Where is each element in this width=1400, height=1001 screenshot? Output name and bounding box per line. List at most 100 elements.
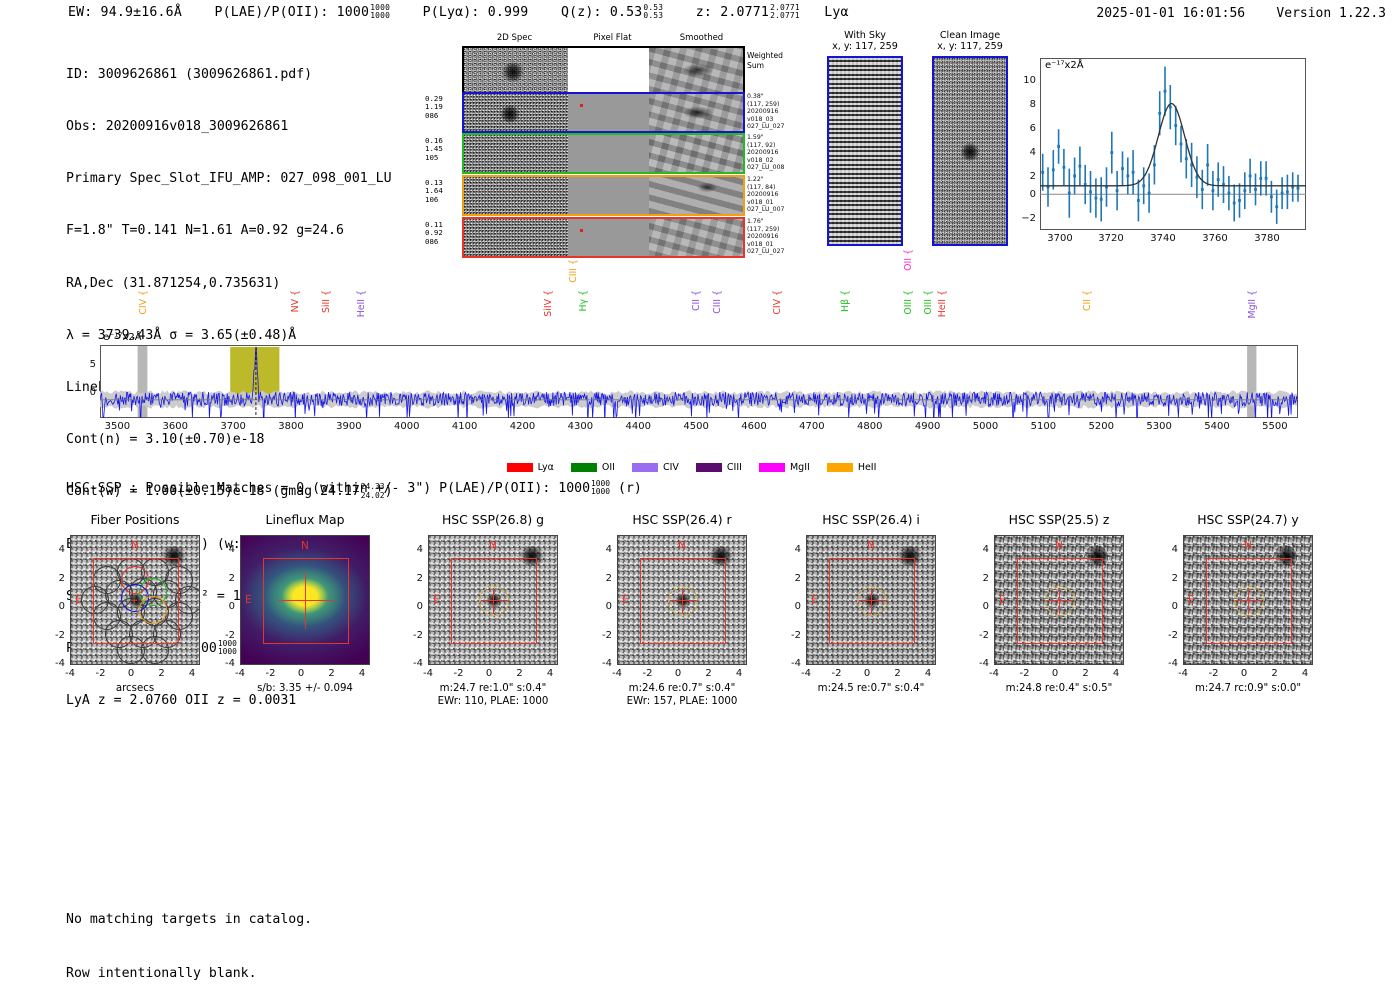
cutout-2-ytick-0: 4 <box>416 544 423 555</box>
cutout-1-ytick-4: -4 <box>225 658 235 669</box>
field-galaxy <box>161 546 187 566</box>
header-plya: P(Lyα): 0.999 <box>422 5 529 21</box>
emission-label-civ-0: CIV { <box>138 290 150 315</box>
cutout-5-ytick-3: -2 <box>979 629 989 641</box>
lf-ytick-4: 4 <box>1029 147 1036 158</box>
legend-item-ciii: CIII <box>695 462 742 473</box>
orientation-east: E <box>1188 594 1195 606</box>
header-plae-label: P(LAE)/P(OII): 1000 <box>214 5 370 21</box>
cutout-3-xtick-3: 2 <box>705 668 712 679</box>
info-lambda-sigma: λ = 3739.43Å σ = 3.65(±0.48)Å <box>66 327 297 343</box>
fs-xtick-4900: 4900 <box>914 421 941 432</box>
fs-xtick-4800: 4800 <box>856 421 883 432</box>
emission-label-heii-14: HeII { <box>937 290 949 318</box>
hsc-plae-fraction: 1000 1000 <box>591 479 611 497</box>
cutout-0-ytick-0: 4 <box>58 544 65 555</box>
strip-left-labels-3: 0.13 1.64 106 <box>425 178 443 204</box>
cutout-image-0[interactable]: + N E <box>70 535 200 665</box>
cutout-0-xtick-1: -2 <box>95 668 106 679</box>
fs-ytick-0: 0 <box>89 387 96 398</box>
footer-line-1: No matching targets in catalog. <box>66 912 313 927</box>
version-text: Version 1.22.3 <box>1276 6 1386 21</box>
legend-label-oii: OII <box>601 462 615 473</box>
cutout-1-ytick-1: 2 <box>228 572 235 584</box>
neighbor-aperture <box>1083 544 1109 570</box>
legend-item-heii: HeII <box>826 462 877 473</box>
cutout-6-xtick-3: 2 <box>1271 668 1278 679</box>
lineflux-map-image <box>241 536 369 664</box>
emission-label-ciii-5: CIII { <box>568 259 580 283</box>
cutout-3-ytick-2: 0 <box>605 601 612 612</box>
with-sky-title: With Sky <box>844 30 886 41</box>
cutout-3-ytick-4: -4 <box>602 658 612 669</box>
fs-ytick-5: 5 <box>89 359 96 370</box>
line-fit-plot: e⁻¹⁷x2Å 10 8 6 4 2 0 −2 3700 3720 3740 3… <box>1021 58 1306 244</box>
aperture-box <box>640 558 726 644</box>
legend-swatch-oii <box>570 463 597 472</box>
strip-left-labels-1: 0.29 1.19 086 <box>425 94 443 120</box>
cutout-2-xtick-0: -4 <box>423 668 433 679</box>
clean-image-title: Clean Image <box>939 30 1001 41</box>
fs-xtick-3700: 3700 <box>220 421 246 432</box>
line-fit-ylabel: e⁻¹⁷x2Å <box>1045 60 1084 71</box>
cutout-5-xtick-0: -4 <box>989 668 999 679</box>
neighbor-aperture <box>1272 544 1298 570</box>
cutout-caption-3: m:24.6 re:0.7" s:0.4" <box>628 683 736 694</box>
emission-label-mgii-16: MgII { <box>1246 290 1258 319</box>
cutout-1-xtick-0: -4 <box>235 668 245 679</box>
header-summary-line: EW: 94.9±16.6Å P(LAE)/P(OII): 10001000 10… <box>68 3 849 21</box>
cutout-0-ytick-2: 0 <box>58 601 65 612</box>
lf-xtick-3720: 3720 <box>1098 233 1124 244</box>
field-galaxy <box>897 546 923 566</box>
cutout-3-ytick-1: 2 <box>605 572 612 584</box>
cutout-caption-1: s/b: 3.35 +/- 0.094 <box>257 683 353 694</box>
cutout-3-xtick-1: -2 <box>642 668 653 679</box>
info-obs: Obs: 20200916v018_3009626861 <box>66 119 289 135</box>
lf-ytick-10: 10 <box>1023 75 1036 86</box>
info-id: ID: 3009626861 (3009626861.pdf) <box>66 66 313 82</box>
cutout-0-ytick-4: -4 <box>55 658 65 669</box>
fs-xtick-5400: 5400 <box>1204 421 1230 432</box>
cutout-caption-6: m:24.7 rc:0.9" s:0.0" <box>1194 683 1302 694</box>
cutout-4-ytick-4: -4 <box>791 658 801 669</box>
emission-label-ciii-8: CIII { <box>711 290 723 314</box>
legend-swatch-mgii <box>758 463 785 472</box>
legend-label-civ: CIV <box>662 462 679 473</box>
header-line-id: Lyα <box>824 5 849 21</box>
aperture-box <box>93 558 179 644</box>
field-galaxy <box>708 546 734 566</box>
orientation-east: E <box>999 594 1006 606</box>
info-radec: RA,Dec (31.871254,0.735631) <box>66 275 281 291</box>
weighted-sum-label-1: Weighted <box>747 51 783 60</box>
sky-cutout-texture <box>429 536 557 664</box>
cutout-title-1: Lineflux Map <box>265 512 345 527</box>
cutout-0-xtick-3: 2 <box>158 668 165 679</box>
legend-item-mgii: MgII <box>758 462 810 473</box>
hsc-ssp-header: HSC-SSP : Possible Matches = 0 (within +… <box>66 479 642 497</box>
target-cross-marker: + <box>131 594 138 607</box>
full-spectrum-ylabel: e⁻¹⁷x2Å <box>103 332 142 343</box>
legend-label-lyα: Lyα <box>537 462 554 473</box>
cutout-caption-0: arcsecs <box>115 683 155 694</box>
full-spectrum-canvas <box>100 346 1298 418</box>
orientation-east: E <box>75 594 82 606</box>
cutout-6-xtick-2: 0 <box>1240 668 1248 679</box>
weighted-sum-label-2: Sum <box>747 61 765 70</box>
orientation-north: N <box>678 540 686 552</box>
orientation-east: E <box>811 594 818 606</box>
lf-xtick-3700: 3700 <box>1047 233 1073 244</box>
cutout-4-ytick-1: 2 <box>794 572 801 584</box>
orientation-north: N <box>1244 540 1252 552</box>
strip-left-labels-4: 0.11 0.92 086 <box>425 220 443 246</box>
header-qz-label: Q(z): 0.53 <box>560 5 643 21</box>
legend-label-heii: HeII <box>857 462 877 473</box>
cutout-0-ytick-3: -2 <box>55 629 65 641</box>
cutout-6-ytick-4: -4 <box>1168 658 1178 669</box>
cutout-2-xtick-2: 0 <box>485 668 493 679</box>
